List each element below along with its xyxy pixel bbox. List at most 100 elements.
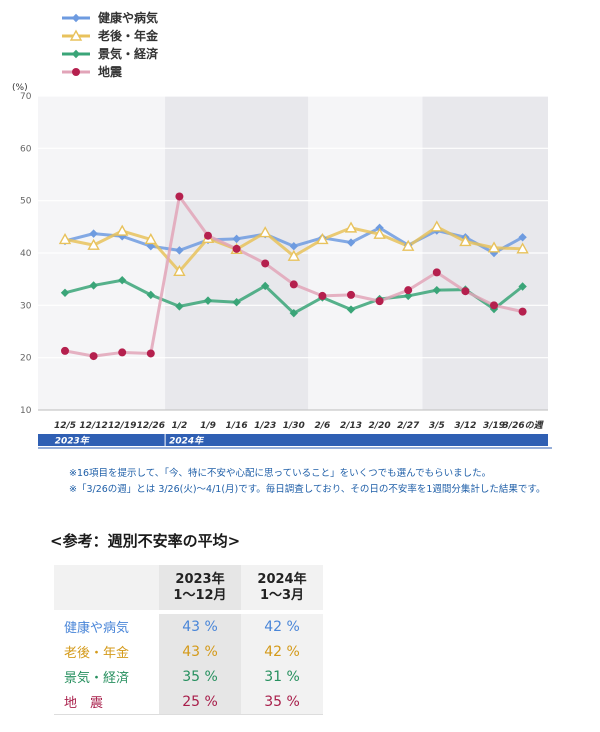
data-point (61, 346, 69, 355)
data-point (118, 348, 127, 357)
reference-header-blank (54, 565, 159, 610)
legend-label: 地震 (98, 64, 123, 79)
data-point (89, 352, 98, 361)
data-point (461, 287, 470, 296)
x-tick-label: 1/9 (200, 421, 216, 431)
data-point (432, 285, 441, 295)
x-tick-label: 12/19 (108, 421, 136, 431)
data-point (175, 192, 184, 201)
data-point (175, 302, 184, 311)
x-tick-label: 2/20 (369, 421, 391, 431)
reference-col-2023: 2023年 1～12月 (159, 565, 241, 610)
x-tick-label: 3/26の週 (503, 420, 545, 431)
data-point (459, 235, 472, 247)
reference-value-2024: 42 % (241, 614, 323, 639)
data-point (347, 290, 355, 299)
legend-marker (71, 13, 81, 23)
data-point (430, 220, 443, 232)
data-point (404, 291, 413, 301)
data-point (144, 232, 157, 245)
data-point (346, 305, 356, 314)
reference-row-label: 老後・年金 (64, 646, 130, 661)
reference-value-2024: 42 % (241, 639, 323, 664)
y-tick-label: 50 (20, 197, 32, 207)
reference-row-label: 地 震 (54, 689, 159, 715)
data-point (146, 349, 155, 358)
reference-row-label: 景気・経済 (64, 671, 130, 686)
data-point (116, 224, 129, 236)
reference-row-health: 健康や病気 43 % 42 % (54, 614, 323, 639)
reference-row-economy: 景気・経済 35 % 31 % (54, 664, 323, 689)
data-point (232, 297, 241, 307)
data-point (518, 282, 527, 291)
data-point (175, 246, 184, 255)
data-point (203, 296, 213, 305)
x-tick-label: 1/23 (254, 421, 276, 431)
data-point (232, 234, 241, 244)
x-tick-label: 1/2 (171, 421, 187, 431)
data-point (259, 226, 272, 238)
x-tick-label: 2/6 (314, 421, 330, 431)
reference-col-2023-range: 1～12月 (173, 587, 227, 603)
data-point (60, 288, 70, 297)
chart-notes: ※16項目を提示して、「今、特に不安や心配に思っていること」をいくつでも選んでも… (69, 466, 545, 498)
y-tick-label: 70 (20, 92, 32, 102)
x-tick-label: 3/12 (454, 421, 476, 431)
data-point (289, 308, 298, 318)
reference-col-2023-year: 2023年 (175, 571, 225, 587)
x-tick-label: 1/16 (226, 421, 248, 431)
data-point (518, 233, 527, 242)
data-point (346, 238, 356, 247)
x-tick-label: 3/19 (483, 421, 505, 431)
x-tick-label: 12/12 (79, 421, 107, 431)
data-point (316, 232, 329, 245)
y-tick-label: 10 (20, 406, 32, 416)
legend-marker (69, 29, 83, 41)
x-tick-label: 2/13 (340, 421, 362, 431)
data-point (318, 291, 327, 300)
data-point (146, 241, 155, 251)
y-tick-label: 30 (20, 301, 32, 311)
reference-value-2024: 35 % (241, 689, 323, 715)
data-point (289, 280, 298, 289)
legend-label: 健康や病気 (98, 10, 158, 25)
data-point (89, 281, 98, 290)
y-tick-label: 20 (20, 354, 32, 364)
note-2: ※「3/26の週」とは 3/26(火)～4/1(月)です。毎日調査しており、その… (69, 484, 546, 495)
data-point (516, 242, 529, 254)
data-point (118, 276, 127, 285)
reference-table: 2023年 1～12月 2024年 1～3月 健康や病気 43 % 42 % 老… (54, 565, 323, 715)
x-tick-label: 2/27 (397, 421, 420, 431)
reference-row-pension: 老後・年金 43 % 42 % (54, 639, 323, 664)
year-label: 2024年 (169, 436, 205, 447)
reference-col-2024-year: 2024年 (257, 571, 307, 587)
data-point (404, 286, 413, 295)
reference-col-2024-range: 1～3月 (259, 587, 305, 603)
data-point (232, 244, 241, 253)
y-tick-label: 60 (20, 144, 32, 154)
data-point (487, 241, 501, 253)
reference-header-row: 2023年 1～12月 2024年 1～3月 (54, 565, 323, 610)
unit-label: (%) (12, 83, 28, 93)
data-point (432, 268, 441, 277)
reference-value-2023: 35 % (159, 664, 241, 689)
data-point (518, 307, 527, 316)
reference-row-earthquake: 地 震 25 % 35 % (54, 689, 323, 715)
reference-value-2023: 43 % (159, 639, 241, 664)
reference-row-label: 健康や病気 (64, 621, 130, 636)
x-tick-label: 12/26 (137, 421, 165, 431)
legend-label: 老後・年金 (98, 28, 159, 43)
x-tick-label: 12/5 (54, 421, 76, 431)
data-point (173, 264, 186, 277)
year-bar (38, 434, 548, 446)
reference-col-2024: 2024年 1～3月 (241, 565, 323, 610)
reference-value-2023: 25 % (159, 689, 241, 715)
y-tick-label: 40 (20, 249, 32, 259)
data-point (402, 239, 415, 251)
data-point (289, 241, 298, 251)
x-tick-label: 1/30 (283, 421, 305, 431)
legend-marker (71, 49, 81, 59)
data-point (261, 259, 270, 268)
data-point (204, 231, 212, 240)
reference-value-2023: 43 % (159, 614, 241, 639)
